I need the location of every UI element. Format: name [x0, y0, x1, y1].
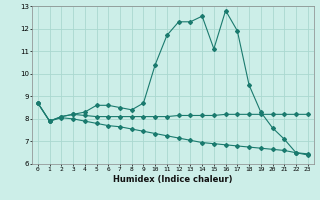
X-axis label: Humidex (Indice chaleur): Humidex (Indice chaleur) [113, 175, 233, 184]
